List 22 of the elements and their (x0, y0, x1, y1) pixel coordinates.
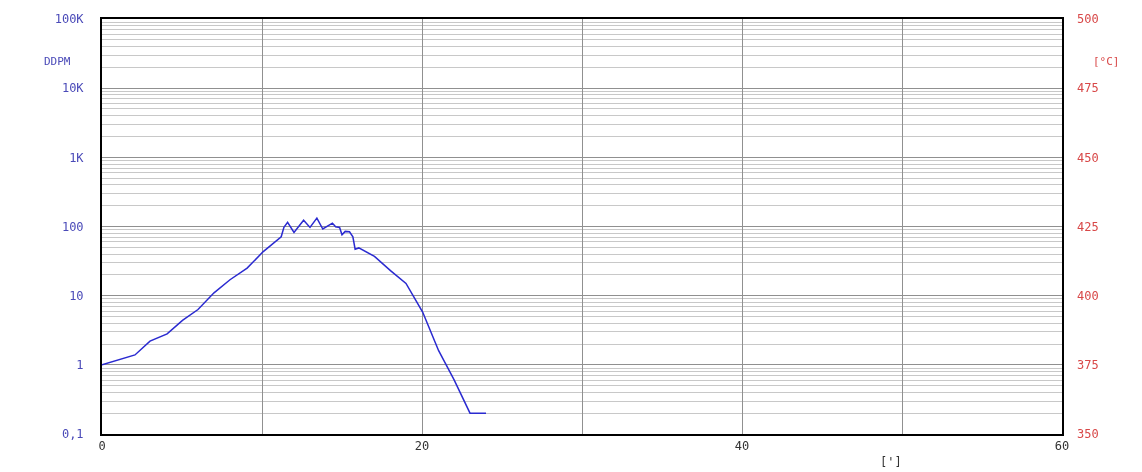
y2-tick-label: 400 (1077, 288, 1099, 303)
y-tick-label: 0,1 (61, 427, 84, 442)
x-tick-label: 40 (734, 439, 750, 454)
y-tick-label: 10 (69, 288, 84, 303)
y-tick-label: 100K (54, 12, 85, 27)
x-tick-label: 20 (414, 439, 430, 454)
y2-tick-label: 450 (1077, 150, 1099, 165)
y2-tick-label: 375 (1077, 358, 1099, 373)
y-axis-title: DDPM (44, 55, 71, 68)
y2-tick-label: 475 (1077, 81, 1099, 96)
y2-tick-label: 350 (1077, 427, 1099, 442)
line-series (102, 217, 487, 414)
y-tick-label: 10K (61, 81, 85, 96)
y-tick-label: 1K (69, 150, 85, 165)
y-tick-label: 100 (61, 219, 84, 234)
x-tick-label: 60 (1054, 439, 1070, 454)
y2-tick-label: 500 (1077, 12, 1099, 27)
x-tick-label: 0 (98, 439, 106, 454)
y2-tick-label: 425 (1077, 219, 1099, 234)
y2-axis-title: [°C] (1093, 55, 1120, 68)
x-axis-title: ['] (880, 455, 902, 469)
y-tick-label: 1 (76, 358, 84, 373)
